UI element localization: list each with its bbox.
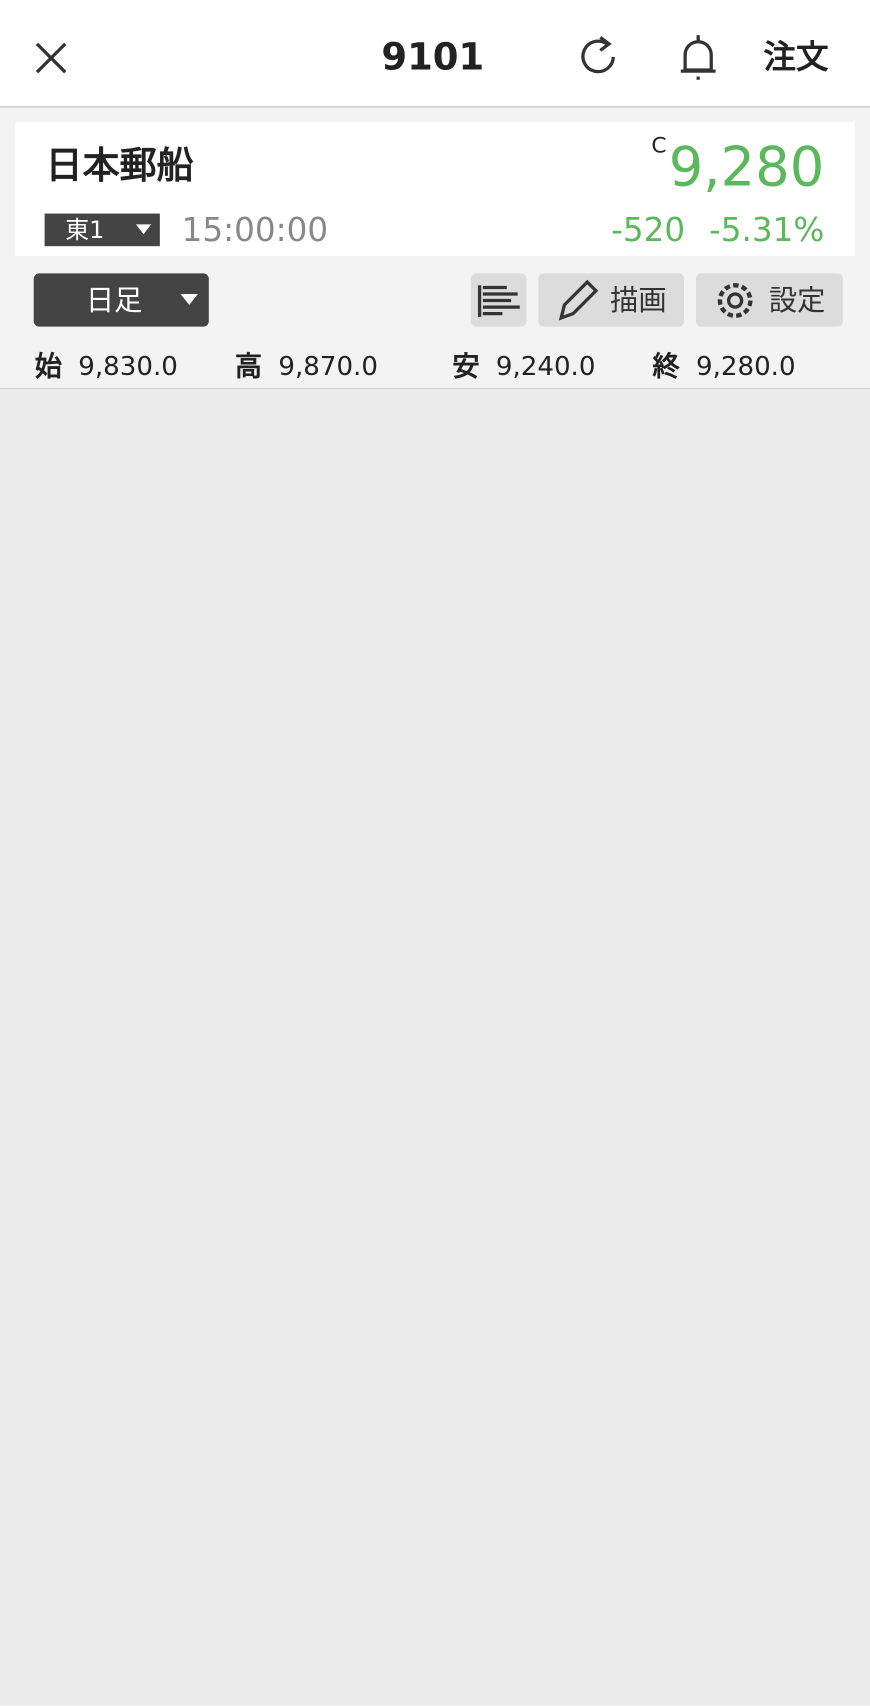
price-flag: C	[651, 134, 666, 159]
refresh-button[interactable]	[581, 36, 615, 74]
ohlc-label: 始	[35, 350, 63, 382]
price: 9,280	[669, 135, 825, 198]
settings-button[interactable]: 設定	[696, 273, 843, 327]
time: 15:00:00	[182, 211, 328, 249]
chart-background	[0, 388, 870, 1706]
ohlc-label: 安	[452, 351, 479, 382]
market-selector[interactable]: 東1	[44, 213, 160, 247]
period: 日足	[86, 284, 143, 317]
close-button[interactable]	[35, 42, 67, 74]
settings-label: 設定	[769, 284, 826, 317]
change-percent: -5.31%	[709, 211, 824, 249]
period-selector[interactable]: 日足	[33, 273, 209, 327]
market: 東1	[65, 216, 104, 244]
ohlc-value: 9,830.0	[78, 352, 178, 382]
ohlc-label: 終	[652, 350, 681, 382]
draw-button[interactable]: 描画	[538, 273, 685, 327]
ohlc-summary: 始 9,830.0 高 9,870.0 安 9,240.0 終 9,280.0	[35, 350, 796, 382]
ohlc-value: 9,870.0	[278, 352, 378, 382]
header-title: 9101	[381, 35, 484, 78]
indicator-button[interactable]	[470, 273, 527, 327]
order-button[interactable]: 注文	[763, 38, 829, 76]
ohlc-value: 9,240.0	[496, 352, 596, 382]
ohlc-label: 高	[235, 351, 262, 382]
draw-label: 描画	[610, 284, 667, 317]
change: -520	[611, 211, 685, 249]
ohlc-value: 9,280.0	[696, 352, 796, 382]
stock-name: 日本郵船	[46, 144, 194, 187]
alert-button[interactable]	[680, 35, 716, 80]
